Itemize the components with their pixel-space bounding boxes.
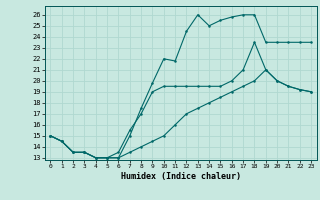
X-axis label: Humidex (Indice chaleur): Humidex (Indice chaleur): [121, 172, 241, 181]
